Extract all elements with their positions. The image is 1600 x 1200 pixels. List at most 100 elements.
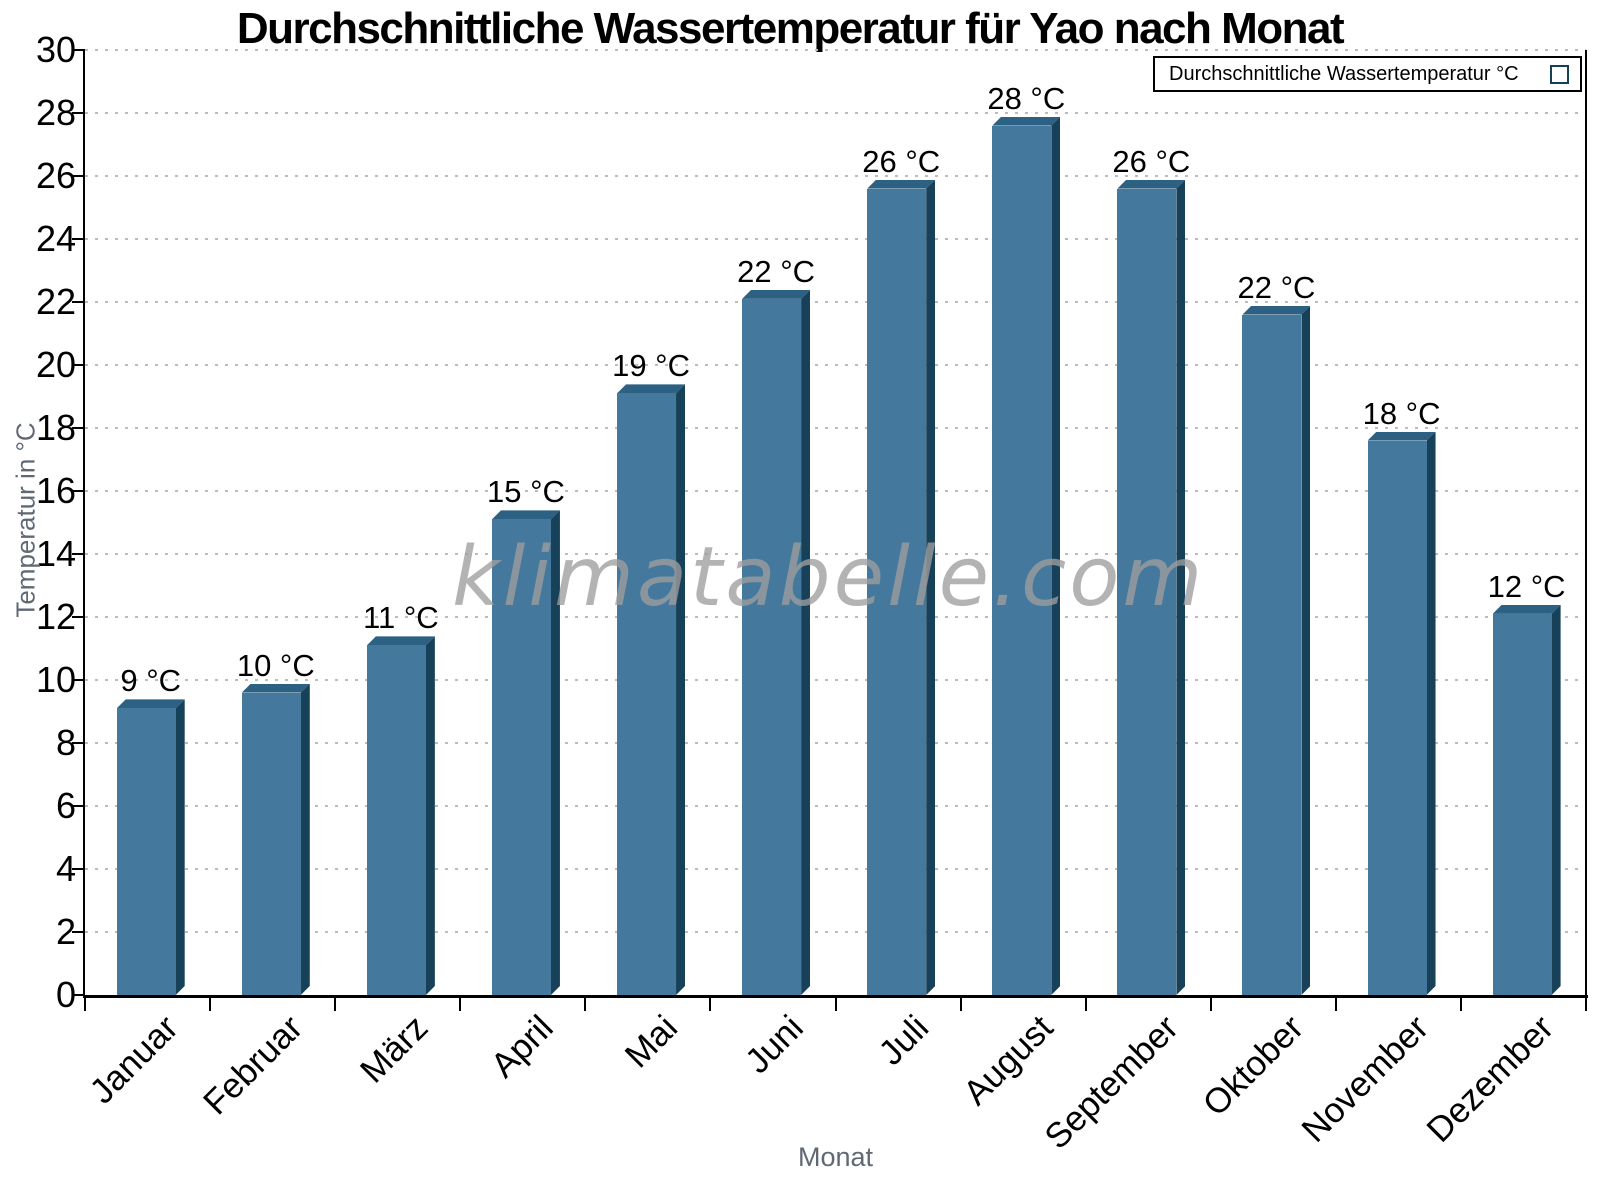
y-tick-label-18: 18 — [35, 407, 76, 448]
y-tick-label-22: 22 — [35, 281, 76, 322]
y-tick-16 — [72, 490, 85, 492]
x-tick-12 — [1585, 998, 1587, 1011]
bar-juni — [742, 290, 810, 995]
x-tick-9 — [1209, 998, 1212, 1011]
x-tick-label-mai: Mai — [617, 1008, 686, 1076]
bar-face — [366, 645, 426, 995]
gridline-26 — [85, 175, 1586, 177]
bar-value-label-november: 18 °C — [1362, 395, 1441, 431]
gridline-2 — [85, 931, 1586, 933]
bar-face — [116, 708, 176, 995]
bar-side-face — [176, 699, 185, 995]
bar-top-face — [742, 290, 810, 299]
y-tick-4 — [72, 868, 85, 870]
x-tick-label-august: August — [956, 1008, 1061, 1113]
bar-value-label-juni: 22 °C — [737, 253, 816, 289]
gridline-8 — [85, 742, 1586, 744]
bar-top-face — [867, 180, 935, 189]
x-tick-5 — [709, 998, 712, 1011]
y-tick-label-2: 2 — [55, 911, 76, 952]
bar-top-face — [367, 636, 435, 645]
bar-marz — [366, 636, 435, 995]
gridline-16 — [85, 490, 1586, 492]
bar-oktober — [1242, 306, 1310, 995]
bar-april — [491, 510, 560, 995]
y-tick-26 — [72, 175, 85, 177]
bar-value-label-oktober: 22 °C — [1237, 269, 1316, 305]
bar-side-face — [676, 384, 685, 995]
x-tick-label-september: September — [1037, 1008, 1186, 1157]
gridline-14 — [85, 553, 1586, 555]
x-tick-3 — [459, 998, 462, 1011]
legend-label: Durchschnittliche Wassertemperatur °C — [1169, 62, 1519, 85]
x-axis-title: Monat — [797, 1142, 874, 1172]
x-tick-label-marz: März — [352, 1008, 436, 1091]
gridline-20 — [85, 364, 1586, 366]
bar-top-face — [1493, 605, 1561, 614]
x-tick-11 — [1459, 998, 1462, 1011]
bar-top-face — [1368, 432, 1436, 441]
bar-face — [1242, 314, 1302, 995]
gridline-30 — [85, 49, 1586, 51]
bar-face — [992, 125, 1052, 995]
bar-september — [1117, 180, 1185, 995]
bar-dezember — [1492, 605, 1561, 995]
gridline-6 — [85, 805, 1586, 807]
y-tick-2 — [72, 931, 85, 933]
gridline-24 — [85, 238, 1586, 240]
bar-top-face — [617, 384, 685, 393]
bar-value-label-juli: 26 °C — [862, 143, 941, 179]
y-axis-right-spine — [1585, 50, 1587, 997]
x-tick-1 — [209, 998, 212, 1011]
bar-side-face — [926, 180, 935, 995]
bar-side-face — [301, 684, 310, 995]
bar-side-face — [1427, 432, 1436, 995]
legend-swatch-icon — [1550, 64, 1569, 84]
bar-value-label-januar: 9 °C — [120, 663, 181, 699]
chart-title: Durchschnittliche Wassertemperatur für Y… — [236, 4, 1345, 53]
y-tick-18 — [72, 427, 85, 429]
bar-value-label-mai: 19 °C — [612, 348, 690, 384]
y-tick-label-10: 10 — [35, 659, 76, 700]
bar-face — [617, 393, 677, 995]
bar-top-face — [242, 684, 310, 693]
x-tick-10 — [1334, 998, 1337, 1011]
y-tick-label-12: 12 — [35, 596, 76, 637]
y-tick-28 — [72, 112, 85, 114]
x-tick-label-dezember: Dezember — [1419, 1008, 1562, 1150]
bar-face — [491, 519, 551, 995]
y-tick-24 — [72, 238, 85, 240]
y-tick-0 — [72, 994, 85, 996]
bar-value-label-marz: 11 °C — [363, 600, 439, 636]
legend: Durchschnittliche Wassertemperatur °C — [1153, 56, 1582, 92]
bar-side-face — [1176, 180, 1185, 995]
bar-side-face — [1552, 605, 1561, 995]
y-tick-label-14: 14 — [35, 533, 76, 574]
bar-top-face — [1117, 180, 1185, 189]
bar-top-face — [117, 699, 185, 708]
y-tick-label-24: 24 — [35, 218, 76, 259]
y-tick-12 — [72, 616, 85, 618]
x-tick-label-november: November — [1294, 1008, 1436, 1150]
y-tick-20 — [72, 364, 85, 366]
bar-juli — [867, 180, 935, 995]
bar-top-face — [992, 117, 1060, 126]
bar-face — [1367, 440, 1427, 995]
y-tick-label-26: 26 — [35, 155, 76, 196]
y-tick-label-30: 30 — [35, 29, 76, 70]
bar-side-face — [1301, 306, 1310, 995]
x-tick-2 — [334, 998, 337, 1011]
gridline-12 — [85, 616, 1586, 618]
y-tick-label-4: 4 — [55, 848, 76, 889]
bar-value-label-dezember: 12 °C — [1487, 568, 1566, 604]
bar-value-label-april: 15 °C — [486, 474, 565, 510]
watermark: klimatabelle.com — [452, 530, 1206, 625]
y-tick-label-20: 20 — [35, 344, 76, 385]
bar-side-face — [1051, 117, 1060, 995]
bar-face — [1492, 613, 1552, 995]
y-tick-label-28: 28 — [35, 92, 76, 133]
gridline-10 — [85, 679, 1586, 681]
y-tick-10 — [72, 679, 85, 681]
gridline-22 — [85, 301, 1586, 303]
